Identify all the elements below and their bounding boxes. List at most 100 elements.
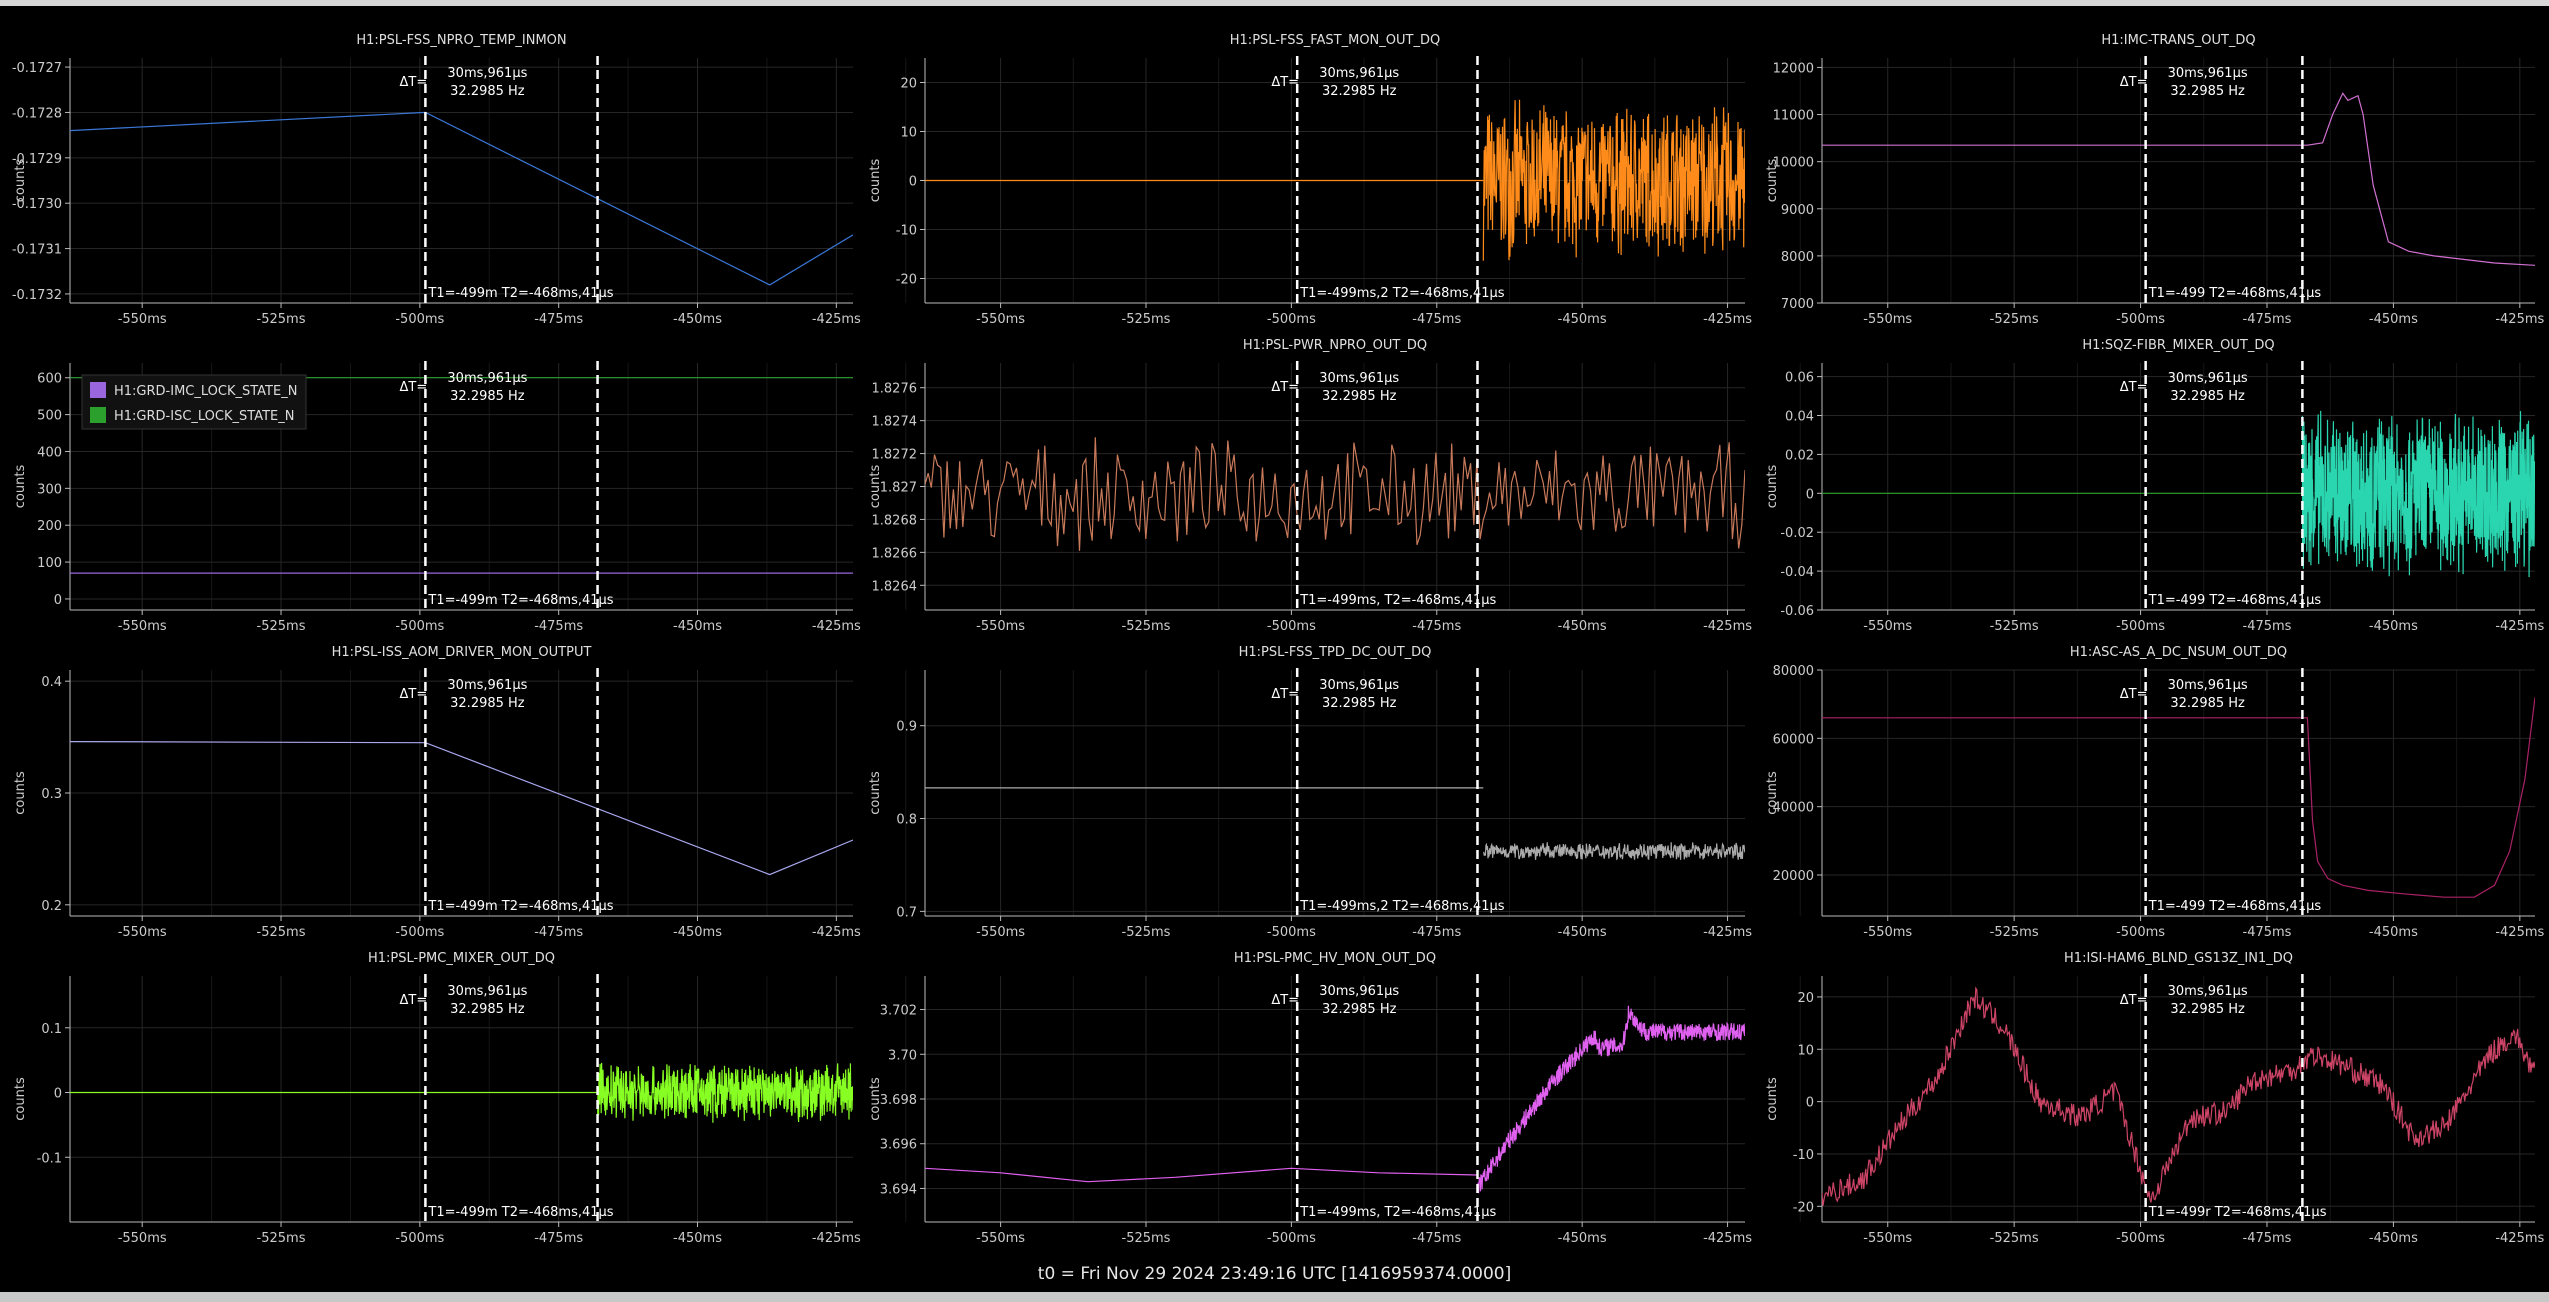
y-tick-label: -0.04 (1780, 565, 1814, 580)
x-tick-label: -550ms (976, 925, 1025, 940)
y-tick-label: 600 (37, 372, 62, 387)
chart-title: H1:PSL-PMC_HV_MON_OUT_DQ (1234, 951, 1436, 966)
t0-timestamp: t0 = Fri Nov 29 2024 23:49:16 UTC [14169… (1037, 1264, 1512, 1284)
frequency-value: 32.2985 Hz (2170, 84, 2245, 99)
chart-title: H1:IMC-TRANS_OUT_DQ (2101, 33, 2255, 48)
x-tick-label: -500ms (2116, 925, 2165, 940)
y-axis-label: counts (1765, 1077, 1780, 1121)
x-tick-label: -525ms (257, 312, 306, 327)
chart-panel-5: H1:SQZ-FIBR_MIXER_OUT_DQ -550ms -525ms -500… (1765, 338, 2545, 634)
chart-title: H1:PSL-FSS_NPRO_TEMP_INMON (356, 33, 566, 48)
window-title-bar (0, 0, 2549, 6)
y-tick-label: -20 (1793, 1200, 1814, 1215)
y-tick-label: 0.02 (1785, 448, 1814, 463)
data-series-line-1 (2301, 410, 2535, 578)
x-tick-label: -425ms (1703, 925, 1752, 940)
x-tick-label: -425ms (1703, 619, 1752, 634)
x-tick-label: -425ms (1703, 312, 1752, 327)
y-tick-label: 3.698 (880, 1093, 917, 1108)
frequency-value: 32.2985 Hz (1322, 84, 1397, 99)
y-tick-label: -0.06 (1780, 604, 1814, 619)
x-tick-label: -450ms (1558, 619, 1607, 634)
x-tick-label: -475ms (2243, 1231, 2292, 1246)
x-tick-label: -475ms (534, 312, 583, 327)
y-tick-label: 300 (37, 482, 62, 497)
legend-swatch (90, 382, 106, 398)
delta-t-label: ΔT= (1271, 993, 1299, 1008)
y-tick-label: 1.8276 (872, 382, 918, 397)
y-tick-label: 60000 (1773, 732, 1814, 747)
legend-box (81, 374, 307, 430)
y-tick-label: -0.1730 (12, 197, 62, 212)
chart-title: H1:PSL-PWR_NPRO_OUT_DQ (1243, 338, 1427, 353)
x-tick-label: -550ms (118, 312, 167, 327)
delta-t-value: 30ms,961μs (447, 678, 527, 693)
x-tick-label: -425ms (812, 619, 861, 634)
y-tick-label: -0.1732 (12, 288, 62, 303)
y-tick-label: 11000 (1773, 109, 1814, 124)
y-tick-label: 0 (54, 593, 62, 608)
y-tick-label: 20 (1797, 991, 1814, 1006)
series-group (925, 99, 1745, 261)
x-tick-label: -500ms (1267, 312, 1316, 327)
x-tick-label: -475ms (2243, 619, 2292, 634)
y-tick-label: 0.9 (896, 720, 917, 735)
y-tick-label: -10 (1793, 1148, 1814, 1163)
x-tick-label: -525ms (1990, 312, 2039, 327)
chart-panel-7: H1:PSL-FSS_TPD_DC_OUT_DQ -550ms -525ms -500… (868, 645, 1801, 940)
y-tick-label: -0.1729 (12, 152, 62, 167)
x-tick-label: -550ms (976, 1231, 1025, 1246)
y-tick-label: 3.696 (880, 1138, 917, 1153)
x-tick-label: -450ms (2369, 619, 2418, 634)
x-tick-label: -450ms (673, 925, 722, 940)
x-tick-label: -425ms (812, 312, 861, 327)
series-group (1822, 410, 2535, 578)
delta-t-label: ΔT= (1271, 687, 1299, 702)
y-tick-label: 0 (1806, 487, 1814, 502)
data-series-line-0 (925, 437, 1745, 551)
y-tick-label: 1.8264 (872, 579, 918, 594)
delta-t-label: ΔT= (1271, 380, 1299, 395)
delta-t-value: 30ms,961μs (2168, 66, 2248, 81)
frequency-value: 32.2985 Hz (450, 1002, 525, 1017)
data-series-line-0 (1822, 92, 2535, 266)
cursor-readout: T1=-499ms,2 T2=-468ms,41μs (1299, 286, 1505, 301)
y-tick-label: 0.1 (41, 1022, 62, 1037)
delta-t-value: 30ms,961μs (2168, 984, 2248, 999)
y-tick-label: 9000 (1781, 203, 1814, 218)
x-tick-label: -550ms (976, 619, 1025, 634)
y-tick-label: 3.70 (888, 1048, 917, 1063)
x-tick-label: -500ms (395, 312, 444, 327)
x-tick-label: -550ms (118, 619, 167, 634)
x-tick-label: -475ms (534, 925, 583, 940)
x-tick-label: -500ms (2116, 1231, 2165, 1246)
frequency-value: 32.2985 Hz (450, 696, 525, 711)
x-tick-label: -425ms (2495, 925, 2544, 940)
y-tick-label: -0.1727 (12, 61, 62, 76)
y-tick-label: 0.06 (1785, 371, 1814, 386)
cursor-readout: T1=-499 T2=-468ms,41μs (2148, 899, 2322, 914)
x-tick-label: -450ms (673, 312, 722, 327)
delta-t-value: 30ms,961μs (447, 371, 527, 386)
data-series-line-1 (1482, 99, 1745, 261)
cursor-readout: T1=-499m T2=-468ms,41μs (427, 593, 613, 608)
chart-panel-3: -550ms -525ms -500ms -475ms -450ms -425ms 600 5… (13, 361, 907, 634)
x-tick-label: -450ms (673, 1231, 722, 1246)
y-axis-label: counts (868, 771, 883, 815)
y-axis-label: counts (868, 159, 883, 203)
x-tick-label: -475ms (2243, 925, 2292, 940)
y-axis-label: counts (868, 465, 883, 509)
delta-t-value: 30ms,961μs (2168, 678, 2248, 693)
chart-title: H1:PSL-FSS_FAST_MON_OUT_DQ (1230, 33, 1440, 48)
delta-t-label: ΔT= (1271, 75, 1299, 90)
y-axis-label: counts (13, 465, 28, 509)
legend-entry: H1:GRD-ISC_LOCK_STATE_N (114, 409, 294, 424)
series-group (1822, 697, 2535, 898)
x-tick-label: -550ms (1863, 925, 1912, 940)
y-tick-label: 20 (900, 77, 917, 92)
x-tick-label: -475ms (2243, 312, 2292, 327)
x-tick-label: -500ms (395, 1231, 444, 1246)
y-tick-label: 3.702 (880, 1004, 917, 1019)
x-tick-label: -550ms (1863, 619, 1912, 634)
x-tick-label: -475ms (534, 619, 583, 634)
